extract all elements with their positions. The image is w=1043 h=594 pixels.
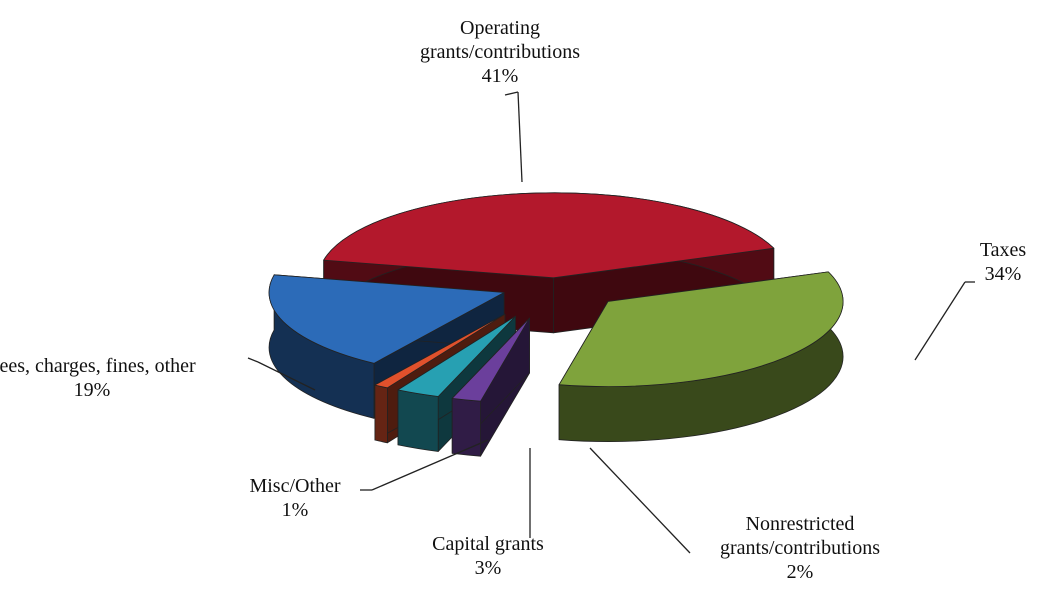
slice-label: Misc/Other 1% bbox=[215, 474, 375, 522]
category-name: Operating grants/contributions bbox=[420, 17, 580, 63]
slice-label: Capital grants 3% bbox=[388, 532, 588, 580]
slice-label: Taxes 34% bbox=[963, 238, 1043, 286]
value-label: 2% bbox=[786, 561, 814, 583]
slice-wall bbox=[451, 398, 481, 457]
leader-line bbox=[504, 91, 519, 96]
slice bbox=[558, 271, 844, 442]
leader-line bbox=[589, 447, 691, 554]
slice-top bbox=[558, 271, 844, 387]
leader-line bbox=[247, 357, 259, 363]
value-label: 1% bbox=[281, 499, 309, 521]
category-name: Capital grants bbox=[432, 533, 544, 555]
slice-wall bbox=[397, 389, 439, 452]
slice-wall bbox=[374, 384, 388, 444]
leader-line bbox=[371, 439, 489, 491]
category-name: Taxes bbox=[979, 239, 1027, 261]
slice-label: Fees, charges, fines, other 19% bbox=[0, 354, 200, 402]
category-name: Nonrestricted grants/contributions bbox=[720, 513, 880, 559]
slice-top bbox=[451, 317, 530, 402]
value-label: 34% bbox=[984, 263, 1022, 285]
slice-top bbox=[374, 313, 506, 389]
value-label: 19% bbox=[73, 379, 111, 401]
value-label: 3% bbox=[474, 557, 502, 579]
slice-top bbox=[323, 192, 775, 279]
leader-line bbox=[257, 361, 316, 391]
slice-label: Operating grants/contributions 41% bbox=[395, 16, 605, 88]
slice bbox=[451, 317, 530, 457]
category-name: Misc/Other bbox=[249, 475, 341, 497]
leader-line bbox=[914, 281, 966, 361]
slice-label: Nonrestricted grants/contributions 2% bbox=[685, 512, 915, 584]
value-label: 41% bbox=[481, 65, 519, 87]
slice-top bbox=[268, 274, 505, 364]
leader-line bbox=[517, 91, 523, 183]
category-name: Fees, charges, fines, other bbox=[0, 355, 196, 377]
slice-top bbox=[397, 315, 516, 397]
